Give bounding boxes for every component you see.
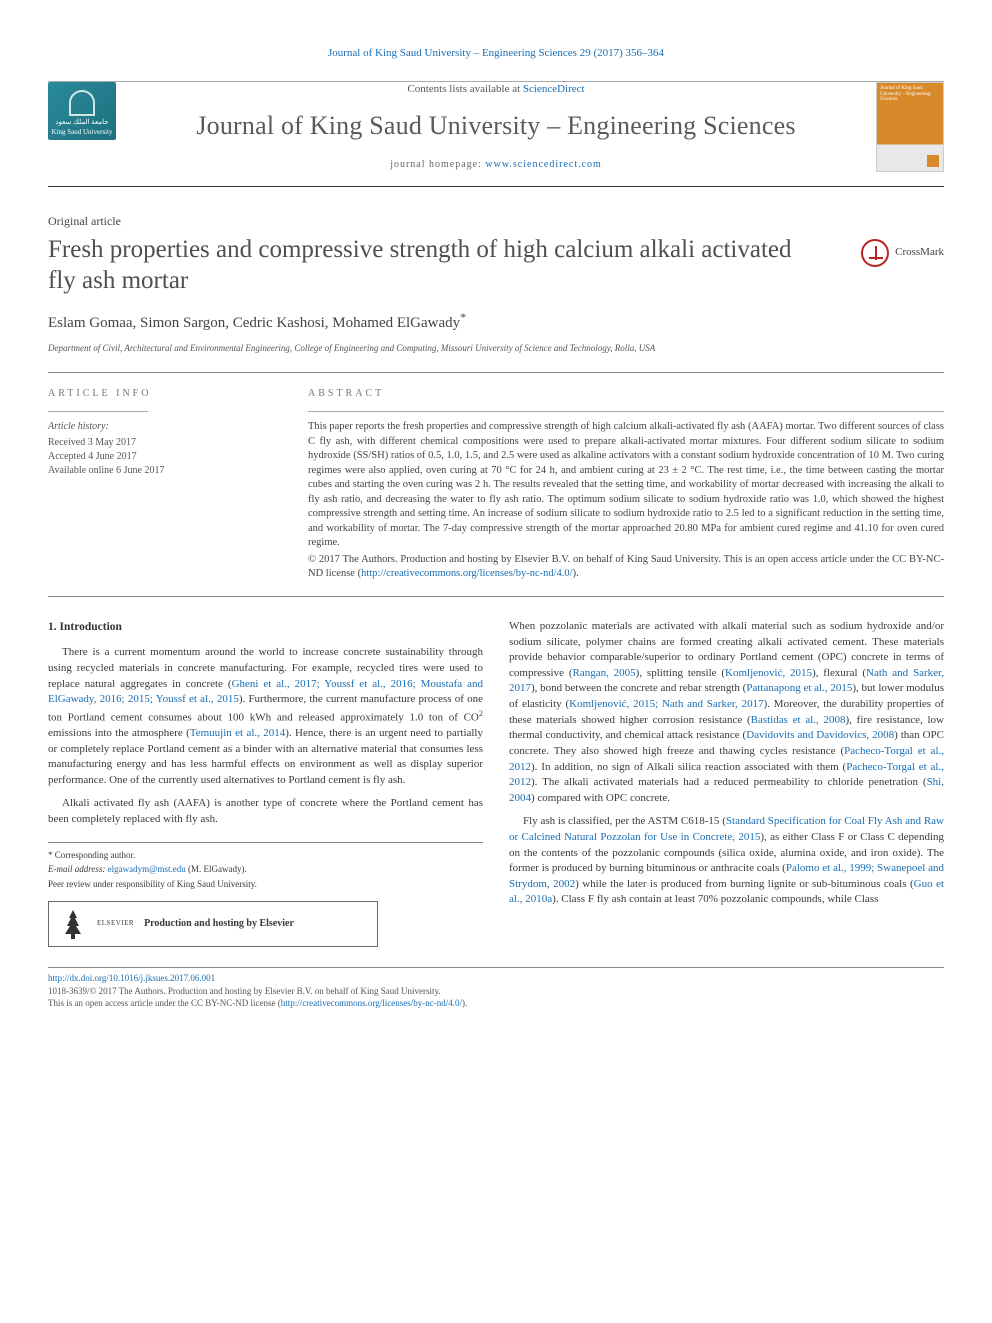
info-abstract-row: article info Article history: Received 3…	[48, 372, 944, 597]
university-logo-caption: جامعة الملك سعود King Saud University	[51, 118, 112, 136]
corresponding-author-note: * Corresponding author.	[48, 849, 483, 862]
superscript: 2	[479, 709, 483, 718]
elsevier-wordmark: ELSEVIER	[97, 919, 134, 929]
body-paragraph: There is a current momentum around the w…	[48, 645, 483, 788]
article-info-heading: article info	[48, 387, 278, 401]
citation[interactable]: Temuujin et al., 2014	[190, 727, 285, 739]
divider	[308, 411, 944, 412]
footnote-block: * Corresponding author. E-mail address: …	[48, 842, 483, 947]
abstract-license: © 2017 The Authors. Production and hosti…	[308, 553, 944, 582]
journal-title: Journal of King Saud University – Engine…	[130, 108, 862, 144]
authors-line: Eslam Gomaa, Simon Sargon, Cedric Kashos…	[48, 309, 944, 334]
abstract-block: abstract This paper reports the fresh pr…	[308, 387, 944, 582]
journal-homepage-line: journal homepage: www.sciencedirect.com	[130, 158, 862, 172]
footer-license-suffix: ).	[462, 998, 467, 1008]
article-info-block: article info Article history: Received 3…	[48, 387, 278, 582]
journal-reference-line: Journal of King Saud University – Engine…	[48, 46, 944, 61]
text-run: ). In addition, no sign of Alkali silica…	[531, 761, 846, 773]
citation[interactable]: Bastidas et al., 2008	[751, 714, 846, 726]
journal-reference-link[interactable]: Journal of King Saud University – Engine…	[328, 47, 664, 59]
history-available: Available online 6 June 2017	[48, 464, 278, 478]
cover-caption: Journal of King Saud University – Engine…	[877, 83, 943, 106]
footer-license-link[interactable]: http://creativecommons.org/licenses/by-n…	[281, 998, 462, 1008]
text-run: ) compared with OPC concrete.	[531, 792, 670, 804]
email-who: (M. ElGawady).	[186, 864, 247, 874]
citation[interactable]: Davidovits and Davidovics, 2008	[746, 729, 894, 741]
body-paragraph: Fly ash is classified, per the ASTM C618…	[509, 814, 944, 908]
footer-license-prefix: This is an open access article under the…	[48, 998, 281, 1008]
contents-line: Contents lists available at ScienceDirec…	[130, 82, 862, 97]
citation[interactable]: Pattanapong et al., 2015	[746, 682, 852, 694]
elsevier-label-col: ELSEVIER	[97, 919, 134, 929]
text-run: ). The alkali activated materials had a …	[531, 776, 927, 788]
email-label: E-mail address:	[48, 864, 108, 874]
affiliation: Department of Civil, Architectural and E…	[48, 342, 944, 355]
license-link[interactable]: http://creativecommons.org/licenses/by-n…	[361, 568, 573, 579]
article-history-label: Article history:	[48, 420, 278, 434]
masthead-center: Contents lists available at ScienceDirec…	[130, 82, 862, 172]
article-title: Fresh properties and compressive strengt…	[48, 234, 808, 297]
page: Journal of King Saud University – Engine…	[0, 0, 992, 1034]
citation[interactable]: Komljenović, 2015	[725, 667, 812, 679]
abstract-heading: abstract	[308, 387, 944, 401]
crossmark-badge-group[interactable]: CrossMark	[861, 239, 944, 267]
body-paragraph: Alkali activated fly ash (AAFA) is anoth…	[48, 796, 483, 827]
journal-cover-thumbnail: Journal of King Saud University – Engine…	[876, 82, 944, 172]
text-run: Fly ash is classified, per the ASTM C618…	[523, 815, 726, 827]
issn-line: 1018-3639/© 2017 The Authors. Production…	[48, 985, 944, 998]
text-run: emissions into the atmosphere (	[48, 727, 190, 739]
doi-footer: http://dx.doi.org/10.1016/j.jksues.2017.…	[48, 967, 944, 1010]
text-run: ). Class F fly ash contain at least 70% …	[552, 893, 878, 905]
elsevier-caption: Production and hosting by Elsevier	[144, 917, 294, 931]
footer-license: This is an open access article under the…	[48, 997, 944, 1010]
peer-review-note: Peer review under responsibility of King…	[48, 878, 483, 891]
contents-prefix: Contents lists available at	[407, 83, 522, 95]
history-accepted: Accepted 4 June 2017	[48, 450, 278, 464]
homepage-label: journal homepage:	[390, 159, 485, 170]
elsevier-tree-icon	[59, 908, 87, 940]
history-received: Received 3 May 2017	[48, 436, 278, 450]
university-logo: جامعة الملك سعود King Saud University	[48, 82, 116, 140]
elsevier-hosting-box: ELSEVIER Production and hosting by Elsev…	[48, 901, 378, 947]
body-paragraph: When pozzolanic materials are activated …	[509, 619, 944, 806]
body-two-column: 1. Introduction There is a current momen…	[48, 619, 944, 947]
corresponding-marker: *	[460, 310, 466, 324]
article-type-label: Original article	[48, 213, 944, 230]
divider	[48, 411, 148, 412]
abstract-text: This paper reports the fresh properties …	[308, 420, 944, 550]
text-run: ) while the later is produced from burni…	[575, 878, 914, 890]
author-email-link[interactable]: elgawadym@mst.edu	[108, 864, 186, 874]
text-run: ), splitting tensile (	[636, 667, 725, 679]
email-line: E-mail address: elgawadym@mst.edu (M. El…	[48, 863, 483, 876]
text-run: ), flexural (	[812, 667, 866, 679]
section-heading-intro: 1. Introduction	[48, 619, 483, 635]
homepage-link[interactable]: www.sciencedirect.com	[485, 159, 601, 170]
crossmark-label: CrossMark	[895, 245, 944, 260]
crossmark-icon	[861, 239, 889, 267]
license-suffix: ).	[573, 568, 579, 579]
doi-link[interactable]: http://dx.doi.org/10.1016/j.jksues.2017.…	[48, 973, 215, 983]
masthead: جامعة الملك سعود King Saud University Co…	[48, 82, 944, 186]
citation[interactable]: Rangan, 2005	[572, 667, 635, 679]
authors-names: Eslam Gomaa, Simon Sargon, Cedric Kashos…	[48, 315, 460, 331]
text-run: ), bond between the concrete and rebar s…	[531, 682, 746, 694]
sciencedirect-link[interactable]: ScienceDirect	[523, 83, 585, 95]
citation[interactable]: Komljenović, 2015; Nath and Sarker, 2017	[569, 698, 763, 710]
divider	[48, 186, 944, 187]
